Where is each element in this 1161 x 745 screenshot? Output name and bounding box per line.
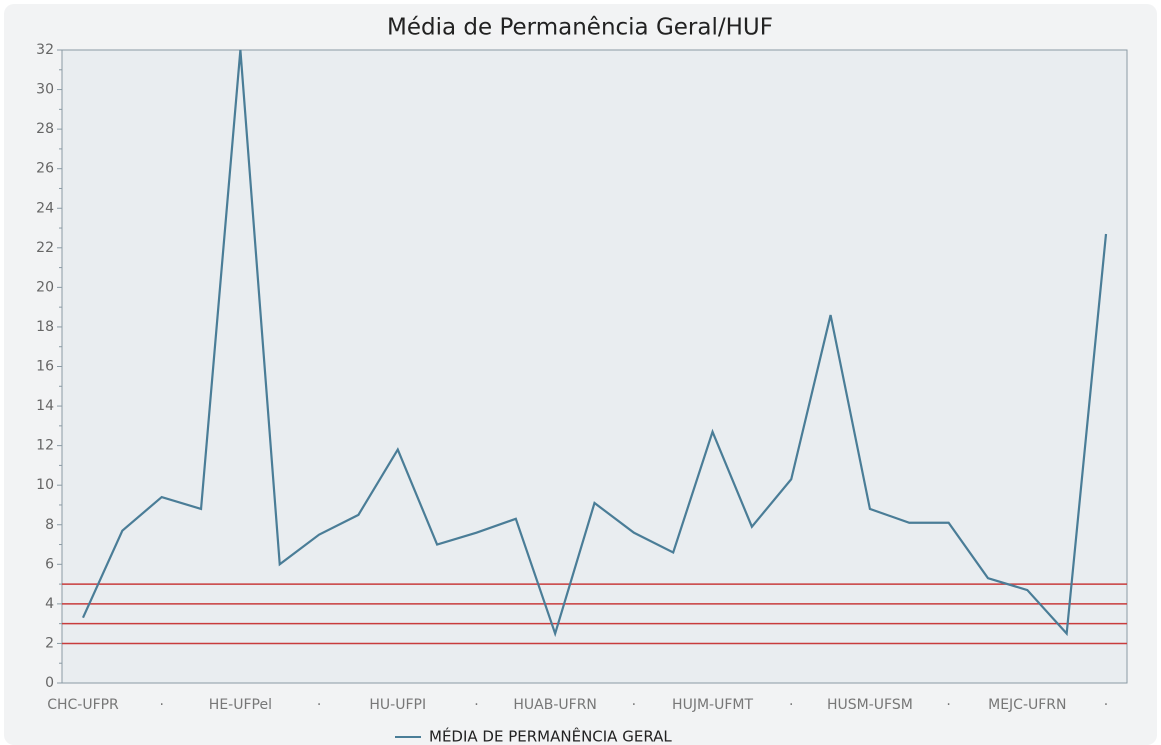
- x-tick-label: ·: [632, 697, 636, 713]
- y-tick-label: 32: [36, 42, 54, 58]
- chart-title: Média de Permanência Geral/HUF: [387, 15, 773, 41]
- y-tick-label: 8: [45, 517, 54, 533]
- y-tick-label: 10: [36, 477, 54, 493]
- y-tick-label: 20: [36, 279, 54, 295]
- x-tick-label: ·: [789, 697, 793, 713]
- y-tick-label: 2: [45, 635, 54, 651]
- legend-label: MÉDIA DE PERMANÊNCIA GERAL: [429, 727, 672, 745]
- y-tick-label: 26: [36, 161, 54, 177]
- data-line: [81, 49, 1108, 638]
- x-tick-label: ·: [1104, 697, 1108, 713]
- y-tick-label: 6: [45, 556, 54, 572]
- x-tick-label: HU-UFPI: [369, 697, 426, 713]
- x-tick-label: ·: [159, 697, 163, 713]
- y-tick-label: 30: [36, 82, 54, 98]
- y-tick-label: 28: [36, 121, 54, 137]
- y-tick-label: 22: [36, 240, 54, 256]
- x-tick-label: ·: [474, 697, 478, 713]
- y-tick-label: 12: [36, 438, 54, 454]
- x-tick-label: CHC-UFPR: [47, 697, 119, 713]
- y-tick-label: 16: [36, 359, 54, 375]
- x-tick-label: ·: [946, 697, 950, 713]
- y-tick-label: 0: [45, 675, 54, 691]
- y-tick-label: 14: [36, 398, 54, 414]
- y-tick-label: 4: [45, 596, 54, 612]
- y-tick-label: 18: [36, 319, 54, 335]
- x-tick-label: HE-UFPel: [209, 697, 272, 713]
- x-tick-label: ·: [317, 697, 321, 713]
- y-tick-label: 24: [36, 200, 54, 216]
- x-tick-label: HUAB-UFRN: [513, 697, 597, 713]
- plot-area: [61, 49, 1128, 684]
- x-tick-label: HUJM-UFMT: [672, 697, 753, 713]
- x-tick-label: HUSM-UFSM: [827, 697, 913, 713]
- x-tick-label: MEJC-UFRN: [988, 697, 1066, 713]
